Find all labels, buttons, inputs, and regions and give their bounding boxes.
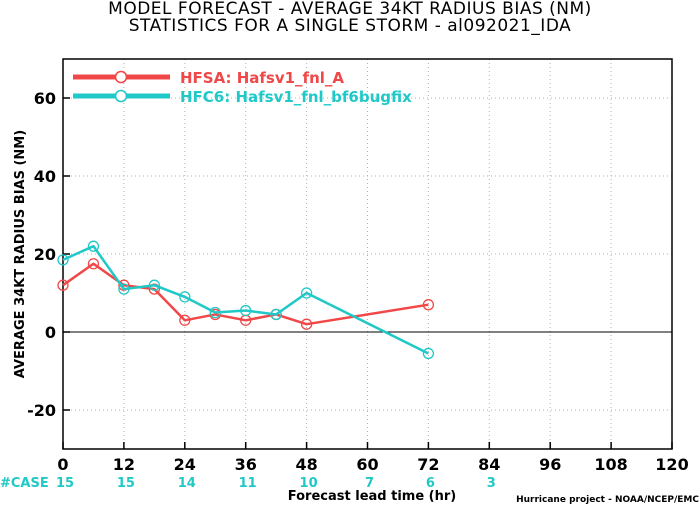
chart-title-line2: STATISTICS FOR A SINGLE STORM - al092021… [128, 16, 572, 36]
legend-label: HFSA: Hafsv1_fnl_A [180, 69, 344, 87]
chart-title-line1: MODEL FORECAST - AVERAGE 34KT RADIUS BIA… [108, 0, 592, 19]
grid-lines [63, 59, 672, 449]
series-line-1 [62, 262, 429, 326]
data-point [87, 258, 100, 270]
series-line-2 [62, 244, 429, 355]
legend-label: HFC6: Hafsv1_fnl_bf6bugfix [180, 88, 412, 106]
data-point [300, 318, 313, 330]
data-point [422, 347, 435, 360]
x-tick-label: 96 [539, 455, 561, 474]
data-point [179, 314, 191, 326]
y-tick-label: -20 [27, 401, 56, 420]
x-tick-label: 0 [57, 455, 68, 474]
x-tick-label: 72 [417, 455, 439, 474]
x-tick-label: 108 [594, 455, 627, 474]
x-tick-label: 60 [356, 455, 378, 474]
y-tick-label: 0 [45, 323, 56, 342]
data-point [148, 279, 161, 291]
case-label: #CASE [0, 476, 49, 491]
data-point [240, 304, 252, 317]
case-count: 15 [117, 476, 135, 491]
data-point [118, 283, 130, 295]
y-tick-label: 60 [34, 89, 56, 108]
x-tick-label: 36 [235, 455, 257, 474]
data-point [87, 240, 100, 252]
case-count: 3 [487, 476, 496, 491]
x-tick-label: 12 [113, 455, 135, 474]
data-point [300, 287, 313, 299]
data-point [270, 308, 282, 321]
y-tick-labels: -20 0 20 40 60 [27, 89, 70, 420]
x-tick-labels: 0 12 24 36 48 60 72 84 96 108 120 [57, 442, 689, 474]
case-count: 7 [365, 476, 374, 491]
data-point [57, 254, 69, 266]
y-tick-label: 40 [34, 167, 56, 186]
case-count: 10 [300, 476, 318, 491]
series-group [57, 240, 435, 360]
case-count: 6 [426, 476, 435, 491]
x-tick-label: 24 [174, 455, 196, 474]
x-tick-label: 120 [655, 455, 688, 474]
case-count-row: #CASE 15 15 14 11 10 7 6 3 [0, 476, 496, 491]
case-count: 11 [239, 476, 257, 491]
data-point [179, 291, 191, 303]
x-axis-label: Forecast lead time (hr) [288, 489, 456, 504]
case-count: 14 [178, 476, 196, 491]
y-axis-label: AVERAGE 34KT RADIUS BIAS (NM) [13, 130, 28, 378]
data-point [209, 306, 221, 319]
case-count: 15 [56, 476, 74, 491]
legend-marker [114, 70, 128, 84]
data-point [422, 299, 435, 311]
credit-text: Hurricane project - NOAA/NCEP/EMC [516, 495, 699, 505]
y-tick-label: 20 [34, 245, 56, 264]
data-point [57, 279, 69, 291]
x-tick-label: 48 [295, 455, 317, 474]
legend-marker [114, 89, 128, 103]
x-tick-label: 84 [478, 455, 500, 474]
